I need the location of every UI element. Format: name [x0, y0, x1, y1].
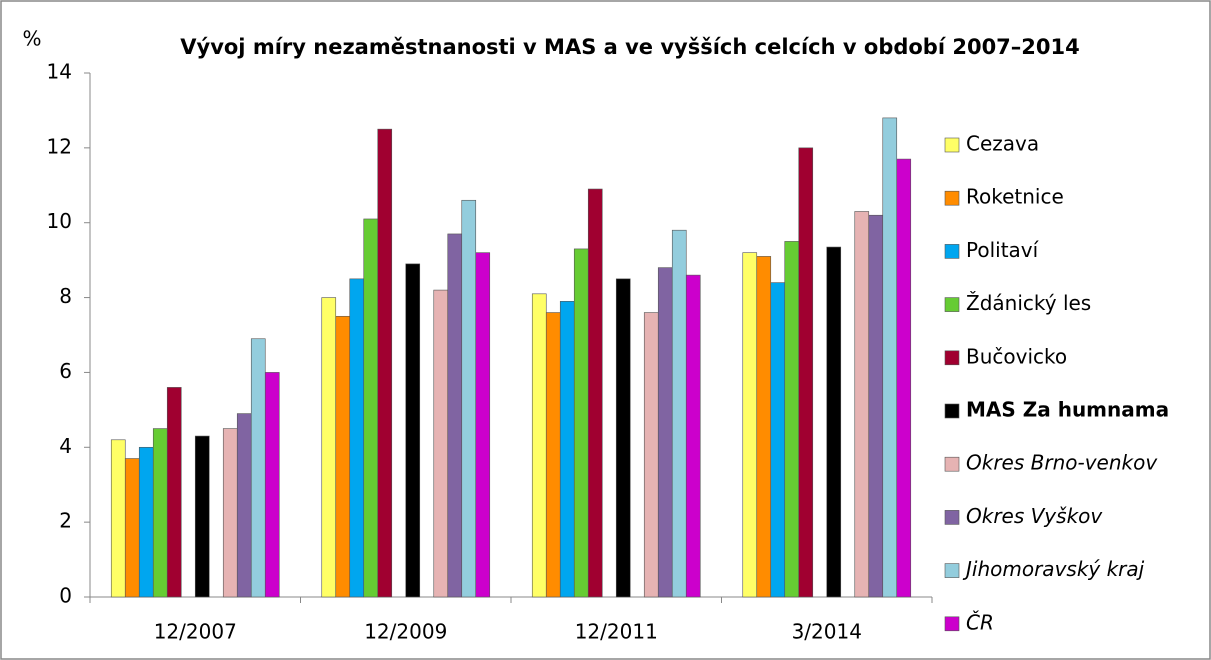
x-tick-label: 12/2011 — [575, 620, 658, 644]
bar — [545, 312, 561, 598]
legend-label: Okres Vyškov — [966, 504, 1103, 528]
bar — [152, 428, 168, 598]
bar — [138, 446, 154, 598]
bar — [475, 252, 491, 598]
legend-label: Okres Brno-venkov — [966, 451, 1158, 475]
legend-swatch — [944, 563, 960, 578]
bar — [433, 289, 449, 598]
y-tick-label: 14 — [47, 60, 72, 84]
bar — [222, 428, 238, 598]
bar — [236, 413, 252, 598]
bar — [447, 233, 463, 598]
bar — [826, 246, 842, 598]
legend-label: Cezava — [966, 132, 1039, 156]
bar — [742, 252, 758, 598]
bar — [854, 211, 870, 598]
y-tick-label: 10 — [47, 209, 72, 233]
bar — [868, 214, 884, 598]
bar — [559, 301, 575, 598]
bar — [587, 188, 603, 598]
legend-label: ČR — [966, 610, 994, 634]
bar — [657, 267, 673, 598]
y-tick-label: 0 — [59, 584, 72, 608]
bar — [671, 229, 687, 598]
legend-swatch — [944, 403, 960, 419]
legend-swatch — [944, 616, 960, 632]
bar — [770, 282, 786, 598]
bar — [784, 241, 800, 598]
bar — [896, 158, 912, 598]
legend-swatch — [944, 456, 960, 472]
chart-title: Vývoj míry nezaměstnanosti v MAS a ve vy… — [180, 35, 1080, 59]
bar — [250, 338, 266, 598]
x-tick-label: 3/2014 — [792, 620, 862, 644]
y-tick-label: 4 — [59, 434, 72, 458]
bar — [110, 439, 126, 598]
y-tick-label: 6 — [59, 359, 72, 383]
legend-label: Politaví — [966, 238, 1040, 262]
bar — [405, 263, 421, 598]
legend-swatch — [944, 137, 960, 153]
bar — [882, 117, 898, 598]
bar — [335, 315, 351, 598]
bar — [166, 387, 182, 598]
bar — [615, 278, 631, 598]
bar — [756, 256, 772, 598]
bar — [363, 218, 379, 598]
y-axis-label: % — [22, 27, 41, 51]
legend-swatch — [944, 297, 960, 312]
legend-swatch — [944, 350, 960, 366]
legend-swatch — [944, 190, 960, 206]
bar — [643, 312, 659, 598]
bar — [573, 248, 589, 598]
legend-swatch — [944, 244, 960, 259]
x-tick-label: 12/2009 — [364, 620, 447, 644]
bar — [194, 435, 210, 598]
legend-label: Jihomoravský kraj — [962, 557, 1145, 581]
legend-swatch — [944, 510, 960, 525]
bar — [321, 297, 337, 598]
y-tick-label: 8 — [59, 284, 72, 308]
legend-label: Bučovicko — [966, 344, 1067, 368]
bar — [798, 147, 814, 598]
legend-label: Ždánický les — [966, 291, 1091, 315]
bar — [349, 278, 365, 598]
bar — [264, 372, 280, 598]
y-tick-label: 2 — [59, 509, 72, 533]
y-tick-label: 12 — [47, 134, 72, 158]
bar — [531, 293, 547, 598]
bar — [461, 199, 477, 598]
bar — [377, 128, 393, 598]
bar — [685, 274, 701, 598]
legend-label: Roketnice — [966, 185, 1064, 209]
legend-label: MAS Za humnama — [966, 398, 1169, 422]
bar — [124, 458, 140, 598]
x-tick-label: 12/2007 — [154, 620, 237, 644]
